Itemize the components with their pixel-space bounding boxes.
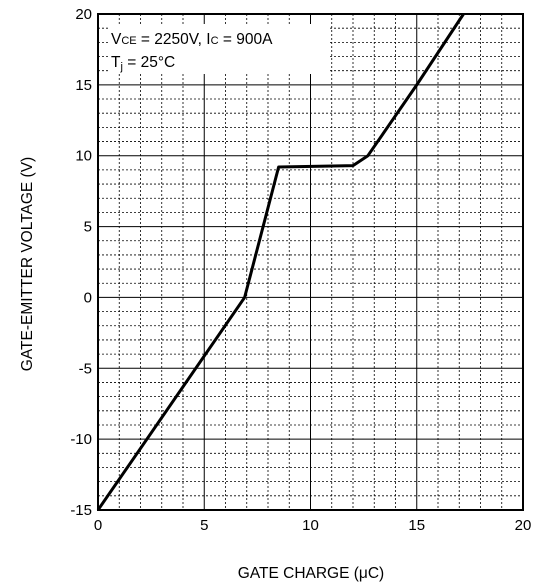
- tj-symbol: T: [111, 54, 121, 71]
- y-tick-label: 0: [84, 289, 92, 306]
- grid: [98, 14, 523, 510]
- gate-charge-curve: [96, 13, 465, 511]
- ic-value: = 900A: [219, 31, 274, 48]
- annotation-background: [108, 24, 330, 74]
- tj-value: = 25°C: [123, 54, 175, 71]
- y-tick-label: 10: [75, 148, 92, 165]
- x-axis-label: GATE CHARGE (μC): [238, 565, 384, 582]
- y-tick-label: -15: [70, 502, 92, 519]
- plot-frame: [97, 13, 524, 511]
- x-tick-label: 20: [515, 517, 532, 534]
- x-tick-label: 10: [302, 517, 319, 534]
- y-axis-label: GATE-EMITTER VOLTAGE (V): [19, 157, 36, 371]
- x-tick-label: 5: [200, 517, 208, 534]
- y-tick-label: 5: [84, 219, 92, 236]
- y-tick-label: -10: [70, 431, 92, 448]
- x-tick-label: 15: [408, 517, 425, 534]
- y-tick-label: 20: [75, 6, 92, 23]
- ic-subscript: C: [211, 35, 219, 47]
- x-tick-label: 0: [94, 517, 102, 534]
- y-tick-label: -5: [79, 360, 92, 377]
- vce-value: = 2250V, I: [137, 31, 211, 48]
- annotation-line-2: Tj = 25°C: [111, 54, 175, 73]
- tick-labels: 0 5 10 15 20 -15 -10 -5 0 5 10 15 20: [70, 6, 531, 534]
- vce-subscript: CE: [121, 35, 136, 47]
- annotation-line-1: VCE = 2250V, IC = 900A: [111, 31, 273, 48]
- y-tick-label: 15: [75, 77, 92, 94]
- tj-subscript: j: [119, 61, 122, 73]
- vce-symbol: V: [111, 31, 122, 48]
